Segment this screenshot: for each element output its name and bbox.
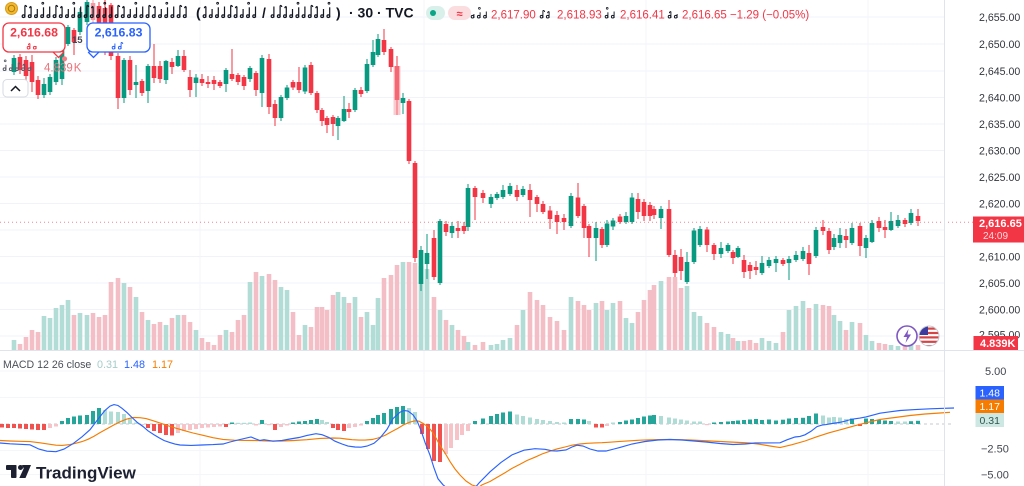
svg-text:2,630.00: 2,630.00 — [979, 145, 1020, 157]
svg-text:≈: ≈ — [456, 9, 462, 21]
svg-text:2,600.00: 2,600.00 — [979, 304, 1020, 316]
svg-text:1.17: 1.17 — [152, 359, 173, 371]
svg-text:4.839K: 4.839K — [980, 338, 1016, 350]
svg-text:2,645.00: 2,645.00 — [979, 66, 1020, 78]
svg-text:2,616.41: 2,616.41 — [620, 10, 665, 22]
svg-text:2,625.00: 2,625.00 — [979, 172, 1020, 184]
svg-text:MACD 12 26 close: MACD 12 26 close — [3, 359, 91, 371]
svg-text:0.31: 0.31 — [97, 359, 118, 371]
svg-text:2,616.65 −1.29 (−0.05%): 2,616.65 −1.29 (−0.05%) — [682, 10, 809, 22]
svg-text:2,640.00: 2,640.00 — [979, 92, 1020, 104]
svg-text:5.00: 5.00 — [985, 366, 1006, 378]
svg-text:): ) — [336, 5, 341, 21]
svg-text:2,605.00: 2,605.00 — [979, 278, 1020, 290]
svg-text:2,620.00: 2,620.00 — [979, 198, 1020, 210]
svg-text:24:09: 24:09 — [983, 231, 1008, 242]
svg-text:· 30 · TVC: · 30 · TVC — [349, 5, 414, 21]
svg-text:TradingView: TradingView — [36, 463, 137, 482]
svg-text:2,610.00: 2,610.00 — [979, 251, 1020, 263]
svg-text:0.31: 0.31 — [980, 415, 1001, 427]
svg-text:2,616.83: 2,616.83 — [95, 26, 143, 40]
svg-text:2,655.00: 2,655.00 — [979, 12, 1020, 24]
svg-text:−5.00: −5.00 — [981, 470, 1009, 482]
svg-text:2,616.65: 2,616.65 — [979, 218, 1022, 230]
svg-text:2,618.93: 2,618.93 — [557, 10, 602, 22]
svg-text:(: ( — [196, 5, 201, 21]
svg-text:−2.50: −2.50 — [981, 444, 1009, 456]
svg-text:/: / — [262, 5, 266, 21]
svg-text:1.48: 1.48 — [980, 388, 1001, 400]
svg-text:2,616.68: 2,616.68 — [10, 26, 58, 40]
svg-text:4.839K: 4.839K — [44, 63, 82, 75]
svg-text:1.17: 1.17 — [980, 401, 1001, 413]
svg-text:2,617.90: 2,617.90 — [491, 10, 536, 22]
svg-text:15: 15 — [72, 35, 83, 46]
svg-text:2,635.00: 2,635.00 — [979, 119, 1020, 131]
svg-text:1.48: 1.48 — [124, 359, 145, 371]
svg-text:2,650.00: 2,650.00 — [979, 39, 1020, 51]
